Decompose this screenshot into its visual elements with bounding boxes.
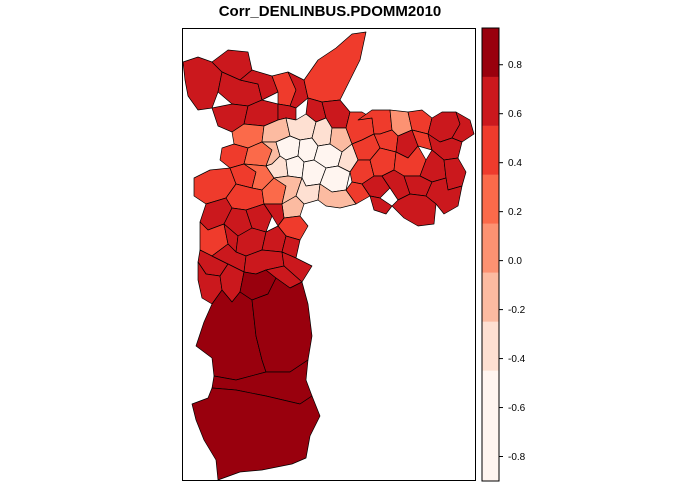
- legend-tick-label: 0.8: [508, 60, 522, 71]
- legend-tick-label: 0.0: [508, 256, 522, 267]
- legend-color-bin: [482, 28, 499, 77]
- legend-tick-label: 0.6: [508, 109, 522, 120]
- district-polygon[interactable]: [369, 195, 393, 215]
- legend-color-bin: [482, 76, 499, 126]
- map-title: Corr_DENLINBUS.PDOMM2010: [218, 3, 442, 20]
- legend-color-bin: [482, 321, 499, 371]
- district-polygon[interactable]: [251, 277, 313, 373]
- legend-color-bin: [482, 223, 499, 273]
- map-frame: [182, 28, 476, 481]
- district-polygon[interactable]: [285, 155, 305, 179]
- legend-color-bin: [482, 125, 499, 175]
- district-polygon[interactable]: [303, 31, 367, 103]
- legend-color-bin: [482, 174, 499, 224]
- legend-tick-label: -0.2: [508, 305, 526, 316]
- legend-tick-label: -0.6: [508, 403, 526, 414]
- legend-ticks: 0.8 0.6 0.4 0.2 0.0 -0.2 -0.4 -0.6 -0.8: [499, 60, 526, 463]
- district-polygon[interactable]: [391, 193, 437, 227]
- district-polygon[interactable]: [317, 183, 357, 209]
- legend-color-bin: [482, 272, 499, 322]
- legend-tick-label: 0.4: [508, 158, 522, 169]
- legend-color-bar: [482, 28, 499, 481]
- legend-tick-label: 0.2: [508, 207, 522, 218]
- district-polygon[interactable]: [245, 203, 273, 233]
- legend-tick-label: -0.4: [508, 354, 526, 365]
- district-polygon[interactable]: [281, 251, 313, 283]
- legend: 0.8 0.6 0.4 0.2 0.0 -0.2 -0.4 -0.6 -0.8: [481, 27, 526, 482]
- legend-tick-label: -0.8: [508, 452, 526, 463]
- legend-frame: [481, 27, 500, 482]
- district-polygon[interactable]: [182, 56, 223, 111]
- legend-color-bin: [482, 370, 499, 481]
- choropleth-map: [182, 31, 475, 481]
- district-polygon[interactable]: [191, 387, 321, 481]
